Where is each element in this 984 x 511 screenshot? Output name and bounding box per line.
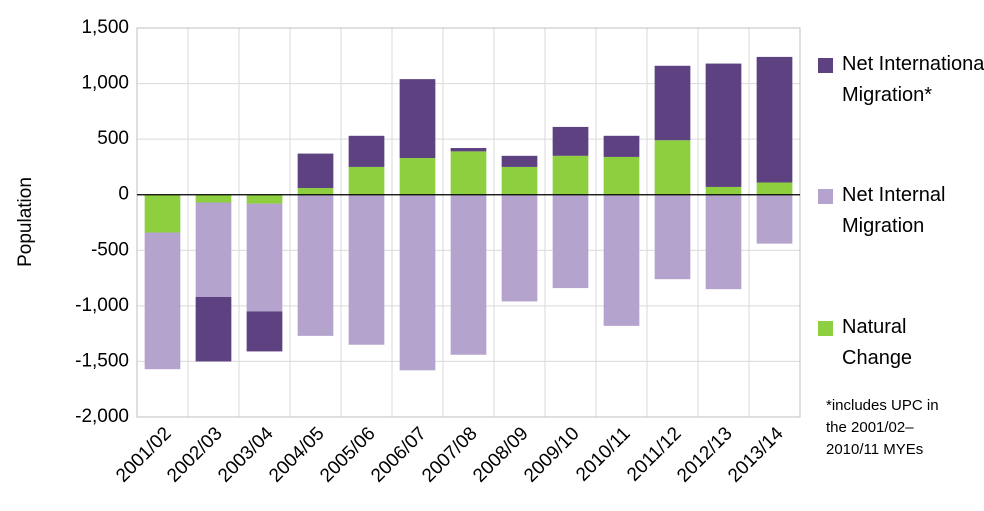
bar-segment: [399, 194, 436, 371]
bar-segment: [552, 155, 589, 195]
bar-segment: [756, 56, 793, 183]
bar-segment: [756, 194, 793, 244]
bar-segment: [603, 135, 640, 157]
x-tick-label: 2012/13: [673, 423, 736, 486]
bar-segment: [246, 311, 283, 352]
bar-segment: [195, 202, 232, 297]
bar-segment: [654, 65, 691, 141]
bar-segment: [450, 194, 487, 355]
bar-segment: [705, 186, 742, 195]
bar-segment: [501, 166, 538, 195]
bar-segment: [297, 194, 334, 336]
bar-segment: [654, 194, 691, 280]
x-tick-label: 2010/11: [572, 423, 634, 485]
x-tick-label: 2007/08: [418, 423, 481, 486]
x-tick-label: 2004/05: [265, 423, 328, 486]
y-tick-label: -2,000: [75, 406, 129, 427]
x-tick-label: 2002/03: [163, 423, 226, 486]
y-tick-label: -500: [91, 239, 129, 260]
bar-segment: [654, 140, 691, 195]
bar-segment: [501, 194, 538, 302]
bar-segment: [195, 194, 232, 203]
bar-segment: [603, 194, 640, 326]
y-axis-title: Population: [15, 177, 36, 267]
y-tick-label: -1,000: [75, 295, 129, 316]
bar-segment: [348, 194, 385, 345]
y-tick-label: -1,500: [75, 350, 129, 371]
x-tick-label: 2005/06: [316, 423, 379, 486]
x-tick-label: 2001/02: [112, 423, 175, 486]
bar-segment: [450, 148, 487, 152]
bar-segment: [144, 194, 181, 233]
bar-segment: [705, 63, 742, 187]
bar-segment: [246, 203, 283, 312]
legend-swatch: [818, 321, 833, 336]
x-tick-label: 2009/10: [520, 423, 583, 486]
bar-segment: [297, 188, 334, 195]
x-tick-label: 2011/12: [623, 423, 685, 485]
x-tick-label: 2008/09: [469, 423, 532, 486]
legend-label: Net International Migration*: [842, 53, 984, 106]
bar-segment: [756, 182, 793, 195]
x-tick-label: 2003/04: [214, 423, 278, 487]
x-tick-label: 2013/14: [724, 423, 788, 487]
bar-segment: [552, 126, 589, 156]
bar-segment: [348, 135, 385, 167]
bar-segment: [399, 79, 436, 159]
y-tick-label: 500: [97, 128, 129, 149]
legend-swatch: [818, 189, 833, 204]
bar-segment: [144, 232, 181, 370]
bar-segment: [705, 194, 742, 290]
bar-segment: [399, 158, 436, 195]
legend-swatch: [818, 58, 833, 73]
bar-segment: [552, 194, 589, 289]
bar-segment: [195, 296, 232, 362]
bar-segment: [348, 166, 385, 195]
bar-segment: [450, 151, 487, 195]
bar-segment: [297, 153, 334, 189]
bar-segment: [603, 156, 640, 195]
legend-label: Net Internal Migration: [842, 184, 946, 237]
y-tick-label: 1,500: [81, 17, 129, 38]
y-tick-label: 0: [118, 184, 129, 205]
plot-frame: [136, 27, 801, 418]
y-tick-label: 1,000: [81, 73, 129, 94]
footnote: *includes UPC in the 2001/02–2010/11 MYE…: [826, 397, 939, 458]
bar-segment: [501, 155, 538, 167]
bar-segment: [246, 194, 283, 204]
x-tick-label: 2006/07: [367, 423, 430, 486]
legend-label: Natural Change: [842, 316, 913, 369]
